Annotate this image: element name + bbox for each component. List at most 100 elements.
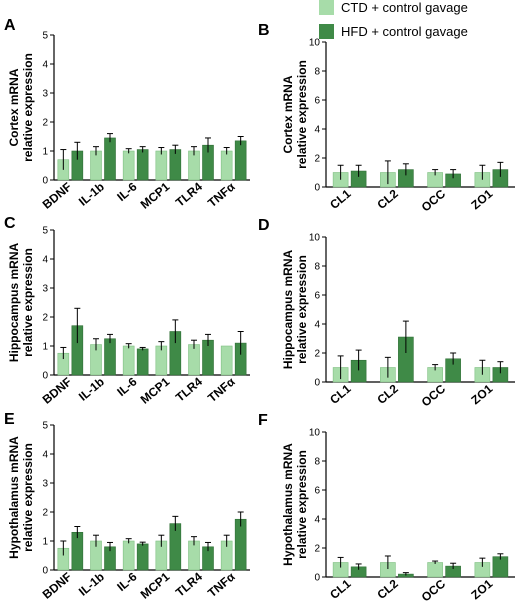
y-tick-label: 6 [314,291,320,302]
y-axis-title-line: Cortex mRNA [281,75,295,153]
bar-ctd [155,150,168,181]
x-tick-label: ZO1 [468,186,495,212]
y-axis-title-line: Hypothalamus mRNA [7,436,21,559]
y-tick-label: 10 [309,38,321,49]
bar-ctd [427,562,443,578]
y-axis-title-line: relative expression [295,60,309,169]
y-axis-title-line: relative expression [21,443,35,552]
x-tick-label: ZO1 [468,576,495,602]
x-tick-label: MCP1 [138,569,173,601]
y-tick-label: 6 [314,486,320,497]
bar-ctd [220,345,233,376]
x-tick-label: OCC [419,186,449,214]
bar-hfd [169,149,182,181]
panel-f: F Hypothalamus mRNArelative expression 0 2 4… [258,412,515,604]
x-tick-label: IL-6 [114,569,140,594]
y-axis-title: Hypothalamus mRNArelative expression [7,436,35,559]
y-tick-label: 2 [42,508,48,519]
panel-letter: A [4,17,16,34]
bar-hfd [234,140,247,181]
panel-c: C Hippocampus mRNArelative expression 0 1 2 3… [4,215,250,407]
bar-hfd [136,149,149,181]
x-tick-label: TLR4 [173,179,205,209]
bar-ctd [188,344,200,376]
bar-ctd [122,345,135,376]
y-axis-title: Hippocampus mRNArelative expression [7,242,35,362]
y-tick-label: 2 [314,544,320,555]
y-tick-label: 2 [314,154,320,165]
y-axis-title-line: Hippocampus mRNA [7,242,21,362]
y-tick-label: 1 [42,537,48,548]
x-tick-label: IL-1b [76,375,107,404]
y-axis-title-line: Hypothalamus mRNA [281,443,295,566]
y-axis-title-line: relative expression [295,450,309,559]
y-tick-label: 10 [309,428,321,439]
y-tick-label: 3 [42,89,48,100]
legend-swatch-hfd [319,24,334,39]
x-tick-label: IL-6 [114,374,140,399]
y-tick-label: 0 [42,371,48,382]
y-tick-label: 0 [314,183,320,194]
panel-e: E Hypothalamus mRNArelative expression 0 1 2… [4,411,250,602]
y-tick-label: 1 [42,147,48,158]
y-axis-title: Cortex mRNArelative expression [281,60,309,169]
y-tick-label: 0 [314,378,320,389]
x-tick-label: CL1 [327,576,354,602]
y-tick-label: 3 [42,479,48,490]
y-tick-label: 10 [309,233,321,244]
y-tick-label: 8 [314,262,320,273]
panel-letter: F [258,412,268,429]
x-tick-label: IL-1b [76,570,107,599]
x-tick-label: OCC [419,381,449,409]
y-tick-label: 8 [314,457,320,468]
panel-letter: E [4,411,15,428]
y-tick-label: 6 [314,96,320,107]
panel-letter: B [258,22,270,39]
y-tick-label: 4 [314,125,320,136]
panel-d: D Hippocampus mRNArelative expression 0 2 4 6… [258,217,515,409]
x-tick-label: CL1 [327,186,354,212]
x-tick-label: MCP1 [138,374,173,406]
y-tick-label: 4 [42,450,48,461]
x-tick-label: MCP1 [138,179,173,211]
x-tick-label: TNFα [205,569,238,600]
x-tick-label: TNFα [205,179,238,210]
y-tick-label: 2 [42,118,48,129]
x-tick-label: TNFα [205,374,238,405]
y-tick-label: 3 [42,284,48,295]
y-tick-label: 0 [314,573,320,584]
y-axis-title: Hippocampus mRNArelative expression [281,249,309,369]
y-tick-label: 0 [42,566,48,577]
bar-hfd [104,137,116,181]
y-tick-label: 8 [314,67,320,78]
bar-hfd [234,518,247,571]
x-tick-label: IL-1b [76,180,107,209]
x-tick-label: TLR4 [173,569,205,599]
y-tick-label: 1 [42,342,48,353]
y-axis-title-line: Hippocampus mRNA [281,249,295,369]
legend-label-hfd: HFD + control gavage [341,24,468,39]
panel-b: B Cortex mRNArelative expression 0 2 4 6 8 10 CL… [258,22,515,214]
y-axis-title-line: relative expression [21,53,35,162]
bar-ctd [220,150,233,181]
y-tick-label: 4 [314,515,320,526]
y-axis-title-line: relative expression [21,248,35,357]
legend-label-ctd: CTD + control gavage [341,0,468,15]
y-tick-label: 2 [42,313,48,324]
panel-letter: C [4,215,16,232]
x-tick-label: CL2 [374,576,401,602]
y-tick-label: 0 [42,176,48,187]
bar-hfd [136,543,149,571]
y-tick-label: 5 [42,421,48,432]
bar-hfd [136,348,149,376]
y-tick-label: 2 [314,349,320,360]
x-tick-label: CL2 [374,381,401,407]
y-axis-title: Cortex mRNArelative expression [7,53,35,162]
bar-ctd [122,150,135,181]
legend-swatch-ctd [319,0,334,15]
x-tick-label: CL2 [374,186,401,212]
y-tick-label: 4 [314,320,320,331]
